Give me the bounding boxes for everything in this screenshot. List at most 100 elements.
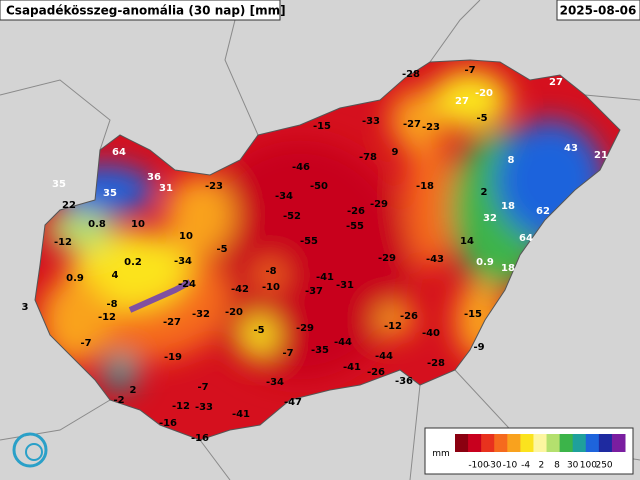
station-value: -12 bbox=[384, 321, 402, 332]
station-value: 18 bbox=[501, 201, 515, 212]
legend-label: -10 bbox=[503, 461, 518, 471]
station-value: -8 bbox=[265, 266, 276, 277]
station-value: -29 bbox=[296, 323, 314, 334]
legend-swatch bbox=[611, 434, 626, 452]
station-value: -27 bbox=[403, 119, 421, 130]
station-value: -27 bbox=[163, 317, 181, 328]
station-value: -44 bbox=[375, 351, 393, 362]
station-value: -7 bbox=[282, 348, 293, 359]
station-value: -41 bbox=[316, 272, 334, 283]
station-value: -20 bbox=[475, 88, 493, 99]
station-value: -34 bbox=[174, 256, 192, 267]
station-value: 64 bbox=[112, 147, 126, 158]
legend-label: -30 bbox=[487, 461, 502, 471]
station-value: -28 bbox=[427, 358, 445, 369]
station-value: -5 bbox=[216, 244, 227, 255]
station-value: -18 bbox=[416, 181, 434, 192]
legend-swatch bbox=[533, 434, 548, 452]
title-box bbox=[0, 0, 281, 21]
legend-swatch bbox=[559, 434, 574, 452]
station-value: 27 bbox=[549, 77, 563, 88]
station-value: -40 bbox=[422, 328, 440, 339]
station-value: -7 bbox=[197, 382, 208, 393]
station-value: 32 bbox=[483, 213, 497, 224]
station-value: 0.9 bbox=[476, 257, 494, 268]
legend-swatch bbox=[507, 434, 521, 452]
title: Csapadékösszeg-anomália (30 nap) [mm] bbox=[6, 4, 286, 18]
station-value: 64 bbox=[519, 233, 533, 244]
legend-label: 30 bbox=[567, 461, 579, 471]
station-value: 14 bbox=[460, 236, 474, 247]
station-value: -50 bbox=[310, 181, 328, 192]
legend-swatch bbox=[598, 434, 613, 452]
station-value: -46 bbox=[292, 162, 310, 173]
station-value: -29 bbox=[378, 253, 396, 264]
logo bbox=[12, 432, 48, 468]
station-value: 43 bbox=[564, 143, 578, 154]
station-value: 0.8 bbox=[88, 219, 106, 230]
legend-unit: mm bbox=[432, 449, 450, 459]
station-value: -24 bbox=[178, 279, 196, 290]
station-value: -16 bbox=[191, 433, 209, 444]
date-box bbox=[556, 0, 640, 21]
station-value: -52 bbox=[283, 211, 301, 222]
station-value: -15 bbox=[313, 121, 331, 132]
legend-swatch bbox=[572, 434, 587, 452]
station-value: 18 bbox=[501, 263, 515, 274]
legend-label: -100 bbox=[468, 461, 489, 471]
station-value: 9 bbox=[392, 147, 399, 158]
station-value: 10 bbox=[131, 219, 145, 230]
station-value: -34 bbox=[275, 191, 293, 202]
station-value: -19 bbox=[164, 352, 182, 363]
legend-label: 100 bbox=[580, 461, 597, 471]
station-value: -2 bbox=[113, 395, 124, 406]
station-value: -16 bbox=[159, 418, 177, 429]
station-value: -26 bbox=[347, 206, 365, 217]
station-value: -55 bbox=[346, 221, 364, 232]
station-value: 2 bbox=[130, 385, 137, 396]
station-value: -12 bbox=[54, 237, 72, 248]
lake bbox=[128, 279, 192, 313]
station-value: 22 bbox=[62, 200, 76, 211]
station-value: -5 bbox=[253, 325, 264, 336]
station-value: 62 bbox=[536, 206, 550, 217]
legend-label: 2 bbox=[538, 461, 544, 471]
legend-swatch bbox=[585, 434, 600, 452]
station-value: -5 bbox=[476, 113, 487, 124]
station-value: -41 bbox=[232, 409, 250, 420]
legend-label: 8 bbox=[554, 461, 560, 471]
station-value: -33 bbox=[362, 116, 380, 127]
legend-label: 250 bbox=[595, 461, 612, 471]
station-value: -32 bbox=[192, 309, 210, 320]
station-value: 27 bbox=[455, 96, 469, 107]
station-value: 2 bbox=[481, 187, 488, 198]
station-value: -26 bbox=[400, 311, 418, 322]
station-value: -12 bbox=[172, 401, 190, 412]
legend-label: -4 bbox=[521, 461, 530, 471]
station-value: -43 bbox=[426, 254, 444, 265]
station-value: -7 bbox=[80, 338, 91, 349]
date: 2025-08-06 bbox=[560, 4, 637, 18]
legend-swatch bbox=[481, 434, 495, 452]
station-value: -41 bbox=[343, 362, 361, 373]
station-value: 21 bbox=[594, 150, 608, 161]
station-value: 36 bbox=[147, 172, 161, 183]
station-value: -7 bbox=[464, 65, 475, 76]
station-value: -47 bbox=[284, 397, 302, 408]
station-value: 35 bbox=[103, 188, 117, 199]
station-value: -37 bbox=[305, 286, 323, 297]
station-value: -33 bbox=[195, 402, 213, 413]
legend-swatch bbox=[494, 434, 508, 452]
station-value: -10 bbox=[262, 282, 280, 293]
station-value: 8 bbox=[508, 155, 515, 166]
station-value: 31 bbox=[159, 183, 173, 194]
station-value: -55 bbox=[300, 236, 318, 247]
station-value: -29 bbox=[370, 199, 388, 210]
legend-swatch bbox=[546, 434, 561, 452]
station-value: -23 bbox=[422, 122, 440, 133]
station-value: -20 bbox=[225, 307, 243, 318]
station-value: 4 bbox=[112, 270, 119, 281]
station-value: -42 bbox=[231, 284, 249, 295]
